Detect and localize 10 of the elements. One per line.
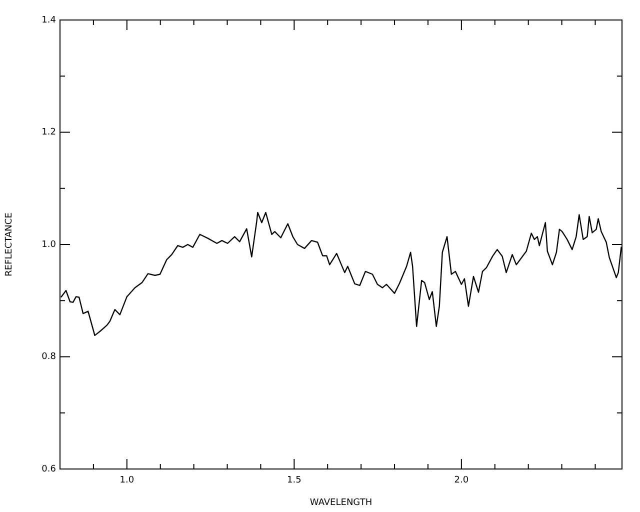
y-tick-label: 1.4 <box>42 15 56 26</box>
y-axis-title: REFLECTANCE <box>4 212 15 276</box>
x-tick-label: 1.0 <box>120 476 134 486</box>
x-axis-title: WAVELENGTH <box>310 498 372 508</box>
y-tick-label: 0.8 <box>42 352 56 362</box>
x-tick-label: 1.5 <box>287 476 302 486</box>
y-tick-label: 0.6 <box>42 464 56 474</box>
y-tick-label: 1.0 <box>42 240 56 250</box>
y-tick-label: 1.2 <box>42 128 56 138</box>
x-tick-label: 2.0 <box>454 476 469 486</box>
